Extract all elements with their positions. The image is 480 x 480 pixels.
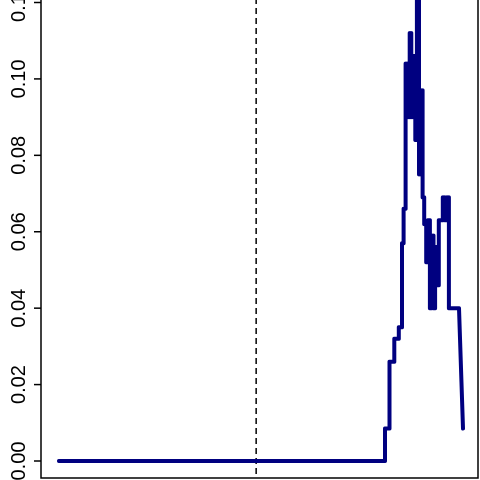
y-tick-label: 0.02	[8, 365, 30, 404]
y-tick-label: 0.12	[8, 0, 30, 22]
plot-frame	[40, 0, 479, 479]
y-tick-label: 0.00	[8, 442, 30, 480]
series-layer	[57, 0, 465, 463]
y-tick-label: 0.06	[8, 212, 30, 251]
series-line-0	[57, 0, 465, 463]
y-axis: 0.00 0.02 0.04 0.06 0.08 0.10 0.12	[8, 0, 41, 480]
y-tick-label: 0.04	[8, 289, 30, 328]
y-tick-label: 0.10	[8, 59, 30, 98]
y-tick-label: 0.08	[8, 136, 30, 175]
